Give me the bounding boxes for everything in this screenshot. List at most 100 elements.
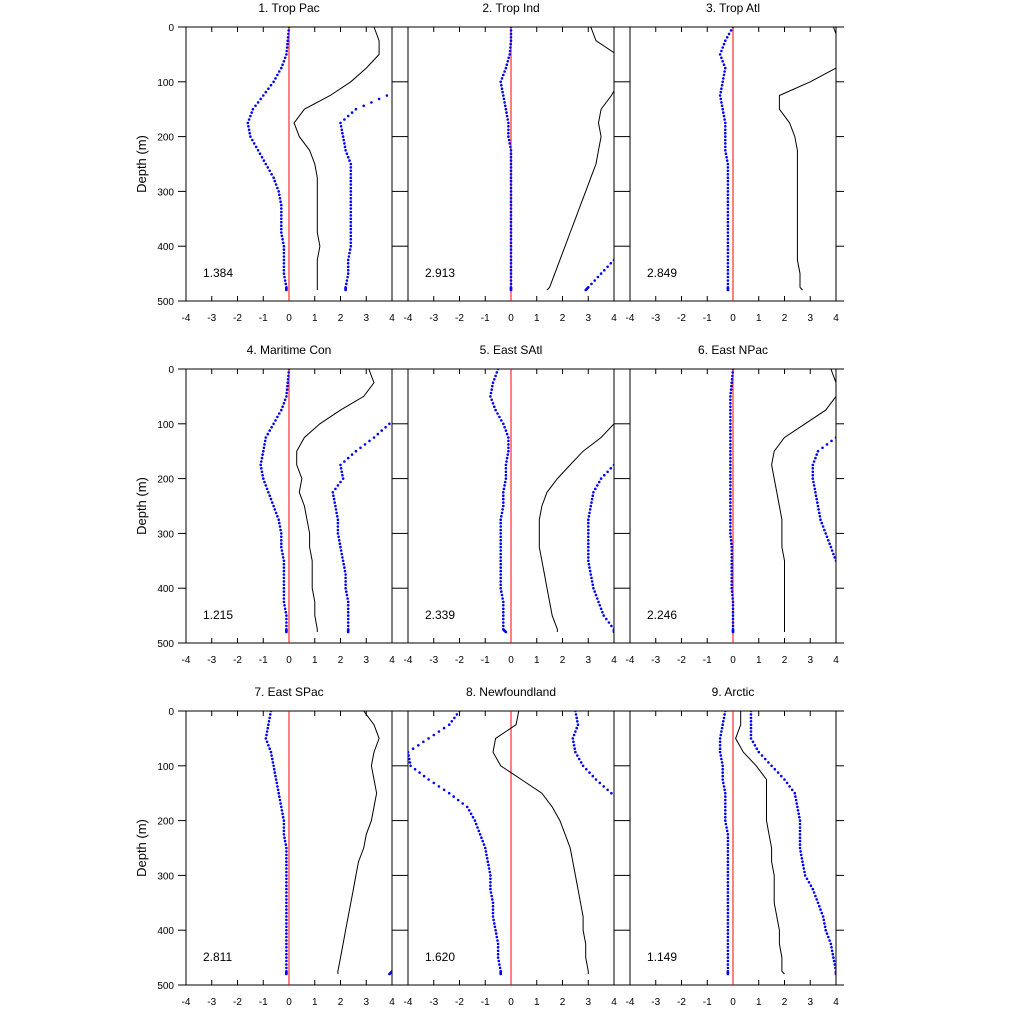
- x-tick-label: 0: [286, 655, 292, 666]
- x-tick-label: 4: [833, 313, 839, 324]
- lower-band-dot: [272, 504, 275, 508]
- lower-band-dot: [726, 942, 730, 946]
- lower-band-dot: [723, 70, 726, 73]
- upper-band-dot: [346, 275, 349, 279]
- upper-band-dot: [575, 726, 578, 730]
- lower-band-dot: [721, 764, 724, 768]
- x-tick-label: 4: [389, 313, 395, 324]
- lower-band-dot: [724, 149, 727, 152]
- lower-band-dot: [508, 49, 512, 53]
- lower-band-dot: [506, 60, 510, 63]
- lower-band-dot: [508, 142, 512, 145]
- lower-band-dot: [278, 521, 281, 525]
- upper-band-dot: [798, 829, 802, 833]
- upper-band-dot: [599, 607, 603, 611]
- lower-band-dot: [726, 908, 730, 911]
- upper-band-dot: [349, 193, 353, 197]
- lower-band-dot: [722, 716, 726, 720]
- upper-band-dot: [574, 713, 578, 716]
- lower-band-dot: [273, 179, 277, 183]
- upper-band-dot: [340, 552, 344, 556]
- lower-band-dot: [729, 511, 732, 515]
- panel-stat-value: 2.339: [425, 608, 455, 622]
- upper-band-dot: [760, 754, 764, 757]
- lower-band-dot: [724, 791, 727, 795]
- panel-stat-value: 2.913: [425, 266, 455, 280]
- lower-band-dot: [721, 778, 724, 781]
- lower-band-dot: [729, 425, 732, 429]
- upper-band-dot: [346, 624, 350, 628]
- lower-band-dot: [731, 617, 735, 621]
- lower-band-dot: [726, 282, 730, 286]
- lower-band-dot: [509, 36, 513, 39]
- lower-band-dot: [465, 805, 469, 809]
- upper-band-dot: [349, 220, 353, 224]
- upper-band-dot: [783, 778, 786, 781]
- lower-band-dot: [274, 183, 278, 186]
- upper-band-dot: [593, 590, 596, 593]
- lower-band-dot: [285, 956, 288, 959]
- panel-title: 7. East SPac: [254, 685, 323, 699]
- x-tick-label: 0: [508, 313, 514, 324]
- lower-band-dot: [730, 566, 733, 569]
- upper-band-dot: [798, 843, 802, 846]
- upper-band-dot: [607, 621, 611, 624]
- lower-band-dot: [729, 432, 732, 436]
- upper-band-dot: [812, 484, 816, 487]
- upper-band-dot: [590, 576, 593, 580]
- upper-band-dot: [587, 535, 590, 539]
- lower-band-dot: [500, 515, 503, 518]
- lower-band-dot: [729, 504, 732, 508]
- lower-band-dot: [507, 436, 510, 439]
- lower-band-dot: [726, 207, 730, 210]
- upper-band-dot: [598, 781, 602, 785]
- lower-band-dot: [724, 128, 727, 132]
- x-tick-label: -1: [481, 997, 490, 1008]
- lower-band-dot: [730, 384, 733, 388]
- lower-band-dot: [497, 959, 501, 963]
- lower-band-dot: [489, 391, 493, 395]
- upper-band-dot: [584, 288, 587, 292]
- upper-band-dot: [377, 97, 381, 101]
- lower-band-dot: [453, 716, 456, 720]
- x-tick-label: 0: [286, 313, 292, 324]
- lower-band-dot: [485, 853, 488, 857]
- lower-band-dot: [509, 42, 512, 46]
- lower-band-dot: [718, 747, 722, 750]
- lower-band-dot: [499, 576, 503, 580]
- lower-band-dot: [724, 815, 727, 819]
- lower-band-dot: [726, 241, 730, 245]
- upper-band-dot: [346, 621, 350, 624]
- lower-band-dot: [509, 155, 513, 159]
- x-tick-label: 2: [560, 655, 566, 666]
- lower-band-dot: [731, 369, 735, 371]
- lower-band-dot: [491, 898, 494, 901]
- lower-band-dot: [276, 415, 279, 419]
- x-tick-label: -2: [677, 997, 686, 1008]
- upper-band-dot: [339, 549, 343, 552]
- lower-band-dot: [729, 484, 732, 487]
- lower-band-dot: [726, 836, 730, 839]
- x-tick-label: -1: [703, 997, 712, 1008]
- lower-band-dot: [269, 713, 272, 716]
- upper-band-dot: [790, 788, 794, 792]
- lower-band-dot: [499, 569, 503, 573]
- lower-band-dot: [282, 586, 286, 590]
- lower-band-dot: [726, 839, 730, 843]
- y-tick-label: 200: [157, 475, 174, 486]
- x-tick-label: -4: [626, 313, 635, 324]
- lower-band-dot: [721, 774, 724, 778]
- upper-band-dot: [587, 521, 590, 525]
- upper-band-dot: [348, 159, 351, 162]
- lower-band-dot: [720, 730, 723, 733]
- y-tick-label: 100: [157, 762, 174, 773]
- lower-band-dot: [476, 826, 479, 829]
- y-axis-label: Depth (m): [134, 135, 149, 193]
- panel-1: 1. Trop Pac -4 -3 -2 -1 0 1 2 3 4 0 100 200 300 400 500…: [134, 1, 400, 324]
- lower-band-dot: [256, 149, 260, 152]
- lower-band-dot: [282, 268, 286, 272]
- lower-band-dot: [260, 467, 263, 470]
- lower-band-dot: [264, 737, 268, 740]
- x-tick-label: 3: [585, 655, 591, 666]
- lower-band-dot: [719, 90, 723, 94]
